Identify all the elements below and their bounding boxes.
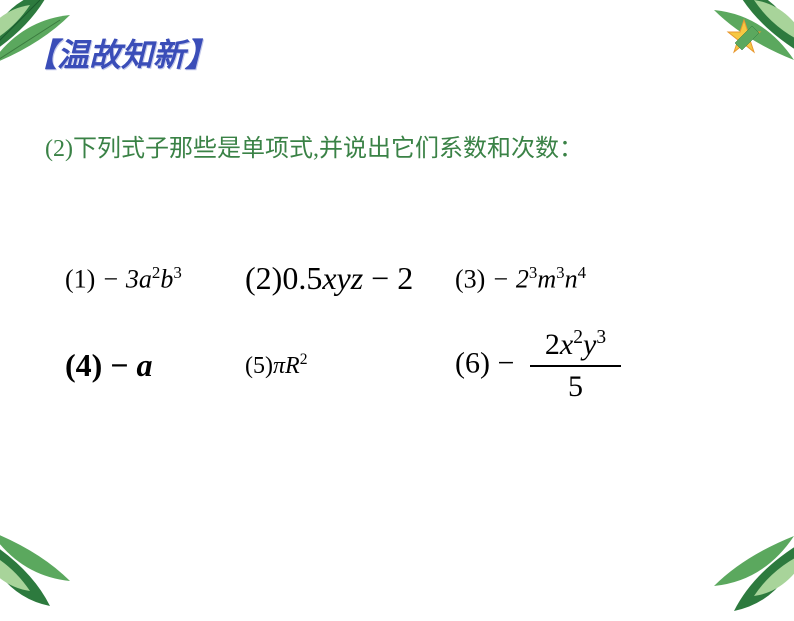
formula-6: (6) − 2x2y3 5: [455, 327, 655, 404]
formula-3: (3) − 23m3n4: [455, 263, 655, 295]
formula-6-denominator: 5: [530, 367, 621, 404]
formula-2-vars: xyz: [322, 260, 363, 296]
formula-3-var-m: m: [537, 264, 556, 293]
formula-6-var-y: y: [583, 328, 596, 361]
formula-1-var-b: b: [160, 264, 173, 293]
formula-6-exp-x: 2: [573, 327, 583, 348]
formula-1-paren: (1): [65, 264, 95, 293]
formula-3-paren: (3): [455, 264, 485, 293]
formula-6-fraction: 2x2y3 5: [530, 327, 621, 404]
formula-5-exp: 2: [300, 351, 308, 368]
formula-4-paren: (4): [65, 347, 102, 383]
formula-6-var-x: x: [560, 328, 573, 361]
formula-4: (4) − a: [65, 347, 245, 384]
formula-2-paren: (2): [245, 260, 282, 296]
formula-3-coef: − 2: [485, 264, 529, 293]
question-text: (2)下列式子那些是单项式,并说出它们系数和次数：: [45, 128, 583, 163]
formula-6-num-coef: 2: [545, 328, 560, 361]
leaf-decoration-bottom-right: [694, 531, 794, 621]
formula-row-1: (1) − 3a2b3 (2)0.5xyz − 2 (3) − 23m3n4: [65, 260, 744, 297]
section-title: 【温故知新】: [25, 30, 217, 76]
formulas-container: (1) − 3a2b3 (2)0.5xyz − 2 (3) − 23m3n4 (…: [65, 260, 744, 434]
formula-5-var-r: R: [285, 353, 300, 379]
formula-3-exp-n: 4: [578, 263, 586, 282]
formula-5-paren: (5): [245, 353, 273, 379]
formula-1: (1) − 3a2b3: [65, 263, 245, 295]
formula-6-numerator: 2x2y3: [530, 327, 621, 367]
formula-1-coef: − 3: [95, 264, 139, 293]
formula-3-exp-m: 3: [556, 263, 564, 282]
formula-2-coef: 0.5: [282, 260, 322, 296]
formula-4-var: a: [137, 347, 153, 383]
formula-1-exp-b: 3: [173, 263, 181, 282]
star-pencil-icon: [724, 18, 764, 58]
formula-5: (5)πR2: [245, 351, 455, 380]
formula-6-minus: −: [490, 346, 522, 379]
formula-6-paren: (6): [455, 346, 490, 379]
formula-6-exp-y: 3: [596, 327, 606, 348]
formula-5-pi: π: [273, 353, 285, 379]
formula-4-minus: −: [102, 347, 136, 383]
formula-1-var-a: a: [139, 264, 152, 293]
formula-row-2: (4) − a (5)πR2 (6) − 2x2y3 5: [65, 327, 744, 404]
formula-3-var-n: n: [565, 264, 578, 293]
leaf-decoration-bottom-left: [0, 526, 90, 616]
formula-2-const: − 2: [363, 260, 413, 296]
formula-2: (2)0.5xyz − 2: [245, 260, 455, 297]
